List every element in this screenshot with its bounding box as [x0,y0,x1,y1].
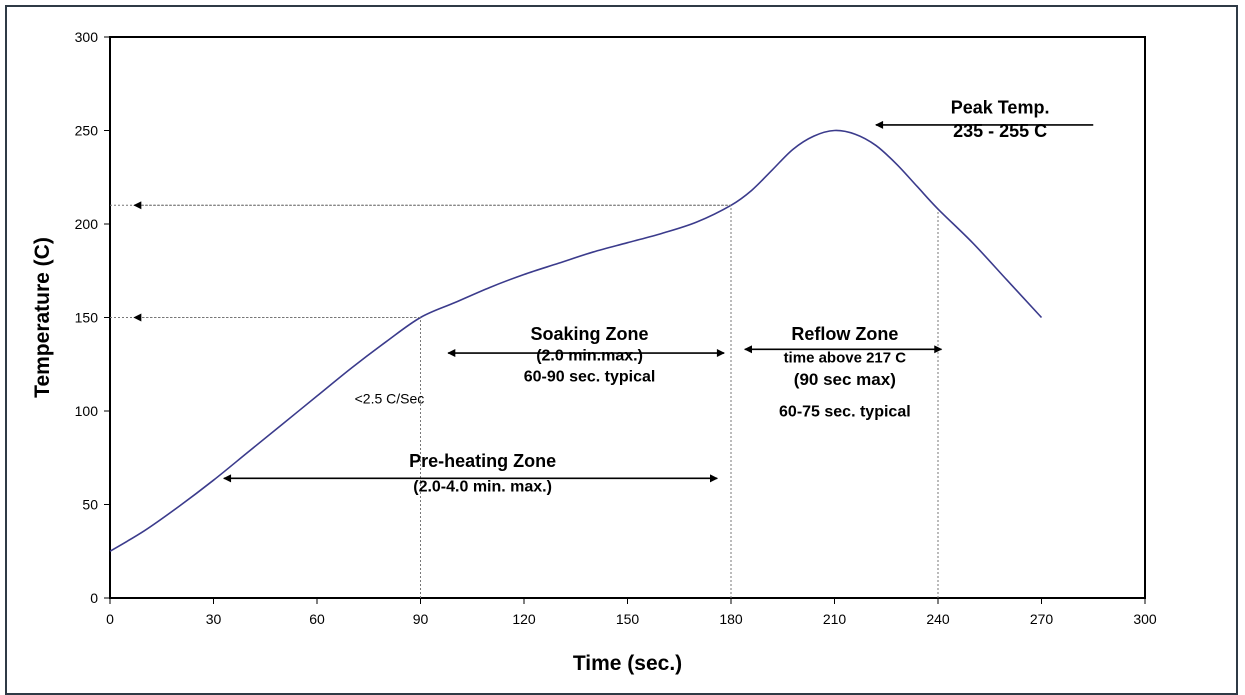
y-tick-label-3: 150 [75,310,99,326]
series [109,129,1043,552]
reflow-profile-chart: 0 30 60 90 120 150 180 210 240 270 300 0 50 100 150 200… [31,29,1157,675]
y-tick-label-5: 250 [75,123,99,139]
arrows [133,120,1094,483]
x-tick-label-6: 180 [719,611,743,627]
x-tick-label-7: 210 [823,611,847,627]
y-axis-title: Temperature (C) [31,237,54,398]
y-tick-label-2: 100 [75,403,99,419]
annotation-4: time above 217 C [784,349,907,366]
annotation-8: (2.0-4.0 min. max.) [413,478,552,495]
annotation-7: Pre-heating Zone [409,451,556,471]
x-tick-label-5: 150 [616,611,640,627]
annotation-2: (2.0 min.max.) 60-90 sec. typical [524,348,656,386]
y-tick-label-1: 50 [82,497,98,513]
x-tick-label-1: 30 [206,611,222,627]
x-tick-label-8: 240 [926,611,950,627]
x-tick-label-2: 60 [309,611,325,627]
annotation-6: 60-75 sec. typical [779,404,911,421]
annotations: Peak Temp. 235 - 255 C Soaking Zone (2.0 mi… [355,98,1050,496]
annotation-5: (90 sec max) [794,370,896,389]
axes: 0 30 60 90 120 150 180 210 240 270 300 0 50 100 150 200… [75,29,1157,627]
x-tick-label-0: 0 [106,611,114,627]
annotation-3: Reflow Zone [791,324,898,344]
y-tick-label-6: 300 [75,29,99,45]
annotation-9: <2.5 C/Sec [355,391,425,407]
x-tick-label-9: 270 [1030,611,1054,627]
annotation-1: Soaking Zone [531,324,649,344]
reference-lines [110,204,939,598]
temperature-profile-line-0 [109,129,1043,552]
x-tick-label-10: 300 [1133,611,1157,627]
x-tick-label-4: 120 [512,611,536,627]
y-tick-label-4: 200 [75,216,99,232]
y-tick-label-0: 0 [90,590,98,606]
x-axis-title: Time (sec.) [573,652,682,675]
x-tick-label-3: 90 [413,611,429,627]
annotation-0: Peak Temp. 235 - 255 C [951,98,1050,141]
